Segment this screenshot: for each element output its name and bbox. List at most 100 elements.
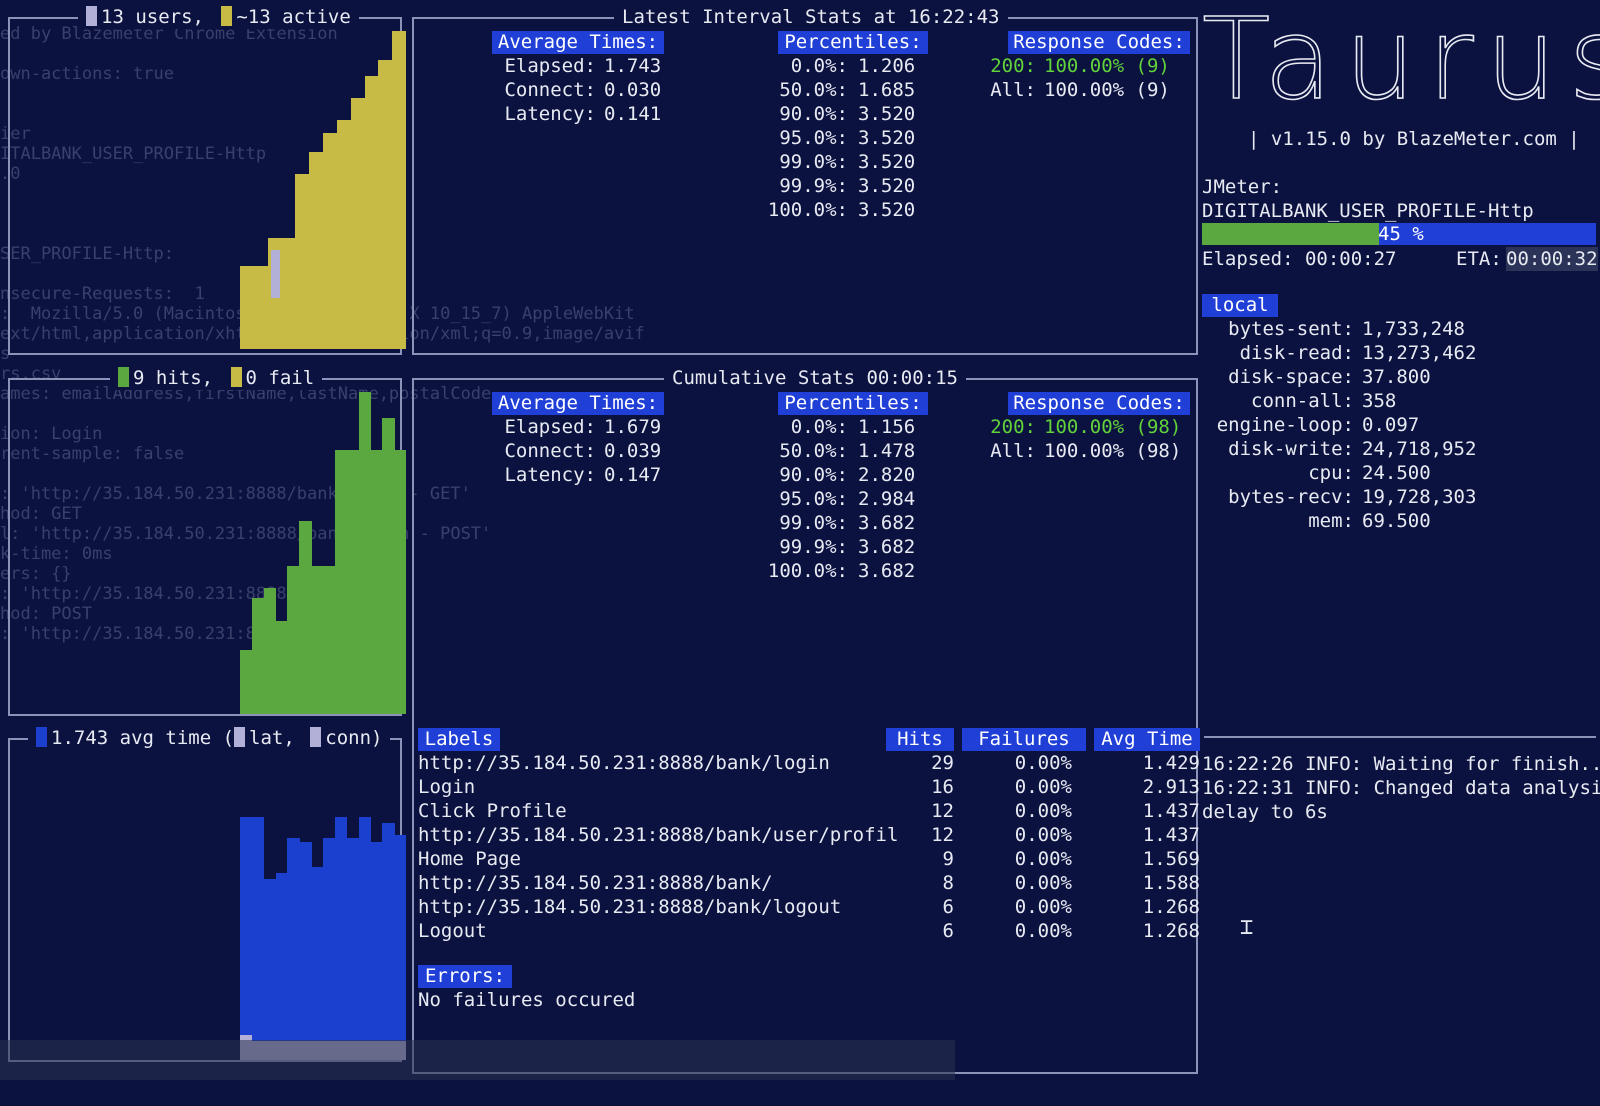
users-bar [295, 174, 310, 349]
fail-legend-swatch [230, 367, 242, 387]
metric-key: bytes-recv: [1228, 486, 1354, 508]
errors-header: Errors: [418, 965, 512, 988]
users-bar [253, 266, 269, 349]
interval-avg-key: Latency: [504, 103, 596, 125]
cumulative-pct-key: 100.0%: [767, 560, 848, 582]
failures-cell: 0.00% [1014, 920, 1072, 942]
users-bar [364, 75, 379, 349]
hits-panel: 9 hits, 0 fail [8, 366, 407, 716]
avg-bar [382, 822, 395, 1060]
avgtime-cell: 1.268 [1142, 896, 1200, 918]
cumulative-pct-key: 99.0%: [779, 512, 848, 534]
interval-codes-header: Response Codes: [1008, 31, 1190, 54]
label-cell: http://35.184.50.231:8888/bank/logout [418, 896, 842, 918]
hits-bar [394, 449, 407, 714]
label-cell: http://35.184.50.231:8888/bank/user/prof… [418, 824, 899, 846]
cumulative-avg-key: Connect: [504, 440, 596, 462]
lat-legend-swatch [234, 727, 246, 747]
cumulative-pct-key: 50.0%: [779, 440, 848, 462]
cumulative-codes-header: Response Codes: [1008, 392, 1190, 415]
metric-value: 19,728,303 [1362, 486, 1477, 508]
metric-value: 1,733,248 [1362, 318, 1465, 340]
fail-count: 0 fail [245, 367, 315, 389]
eta-label: ETA: [1456, 248, 1502, 270]
hits-cell: 29 [931, 752, 954, 774]
avgtime-legend-swatch [36, 727, 47, 747]
hits-bar [251, 598, 265, 714]
avgtime-cell: 1.569 [1142, 848, 1200, 870]
failures-cell: 0.00% [1014, 824, 1072, 846]
hits-bar [299, 520, 312, 714]
users-bar [323, 132, 338, 349]
active-legend-swatch [221, 6, 233, 26]
avg-bar [263, 879, 277, 1060]
cumulative-code-key: All: [990, 440, 1036, 462]
status-bar-overlay [0, 1040, 955, 1080]
labels-header[interactable]: Labels [418, 728, 500, 751]
avg-bar [346, 838, 360, 1060]
users-legend-swatch [86, 6, 97, 26]
avg-bar [251, 816, 265, 1060]
hits-header[interactable]: Hits [886, 728, 954, 751]
interval-pct-value: 3.520 [858, 175, 916, 197]
avg-bar [334, 816, 348, 1060]
background-ghost-text: ed by Blazemeter Chrome Extension own-ac… [0, 24, 645, 644]
interval-avg-key: Connect: [504, 79, 596, 101]
hits-panel-title: 9 hits, 0 fail [110, 366, 323, 390]
conn-label: conn) [325, 727, 383, 749]
hits-cell: 12 [931, 824, 954, 846]
interval-avg-header: Average Times: [492, 31, 664, 54]
metric-value: 0.097 [1362, 414, 1420, 436]
avg-bar [299, 841, 312, 1060]
metric-value: 69.500 [1362, 510, 1431, 532]
log-line: delay to 6s [1202, 801, 1328, 823]
users-bar-marker [270, 250, 281, 299]
failures-header[interactable]: Failures [962, 728, 1086, 751]
failures-cell: 0.00% [1014, 776, 1072, 798]
users-bar [378, 59, 393, 349]
failures-cell: 0.00% [1014, 896, 1072, 918]
avgtime-chart [240, 748, 407, 1060]
cumulative-avg-value: 1.679 [604, 416, 662, 438]
cumulative-pct-value: 2.984 [858, 488, 916, 510]
avgtime-panel: 1.743 avg time (lat, conn) [8, 726, 407, 1062]
interval-panel: Latest Interval Stats at 16:22:43 Averag… [412, 5, 1198, 355]
hits-bar [382, 417, 395, 714]
interval-avg-key: Elapsed: [504, 55, 596, 77]
label-cell: http://35.184.50.231:8888/bank/ [418, 872, 773, 894]
avg-bar [323, 838, 336, 1060]
hits-cell: 6 [942, 920, 954, 942]
hits-bar [287, 565, 300, 714]
metric-value: 13,273,462 [1362, 342, 1477, 364]
elapsed-text: Elapsed: 00:00:27 [1202, 248, 1397, 270]
users-count: 13 users, [101, 6, 204, 28]
errors-text: No failures occured [418, 989, 636, 1011]
hits-cell: 12 [931, 800, 954, 822]
metric-value: 24.500 [1362, 462, 1431, 484]
progress-fill [1202, 223, 1380, 245]
failures-cell: 0.00% [1014, 800, 1072, 822]
interval-pct-key: 90.0%: [779, 103, 848, 125]
avgtime-cell: 1.437 [1142, 824, 1200, 846]
cumulative-code-value: 100.00% (98) [1044, 416, 1182, 438]
interval-pct-value: 3.520 [858, 151, 916, 173]
cumulative-pct-value: 3.682 [858, 536, 916, 558]
cumulative-pct-value: 1.156 [858, 416, 916, 438]
interval-avg-value: 0.141 [604, 103, 662, 125]
interval-pct-value: 1.206 [858, 55, 916, 77]
log-line: 16:22:26 INFO: Waiting for finish... [1202, 753, 1600, 775]
hits-bar [334, 449, 348, 714]
version-text: | v1.15.0 by BlazeMeter.com | [1248, 128, 1580, 150]
hits-legend-swatch [118, 367, 129, 387]
conn-legend-swatch [310, 727, 322, 747]
hits-bar [358, 392, 371, 714]
eta-value: 00:00:32 [1506, 247, 1598, 271]
metric-key: disk-read: [1239, 342, 1354, 364]
interval-pct-value: 1.685 [858, 79, 916, 101]
tool-label: JMeter: [1202, 176, 1283, 198]
users-bar [336, 120, 352, 349]
hits-cell: 9 [942, 848, 954, 870]
avg-bar [311, 866, 324, 1060]
interval-pct-key: 99.0%: [779, 151, 848, 173]
avgtime-header[interactable]: Avg Time [1094, 728, 1200, 751]
